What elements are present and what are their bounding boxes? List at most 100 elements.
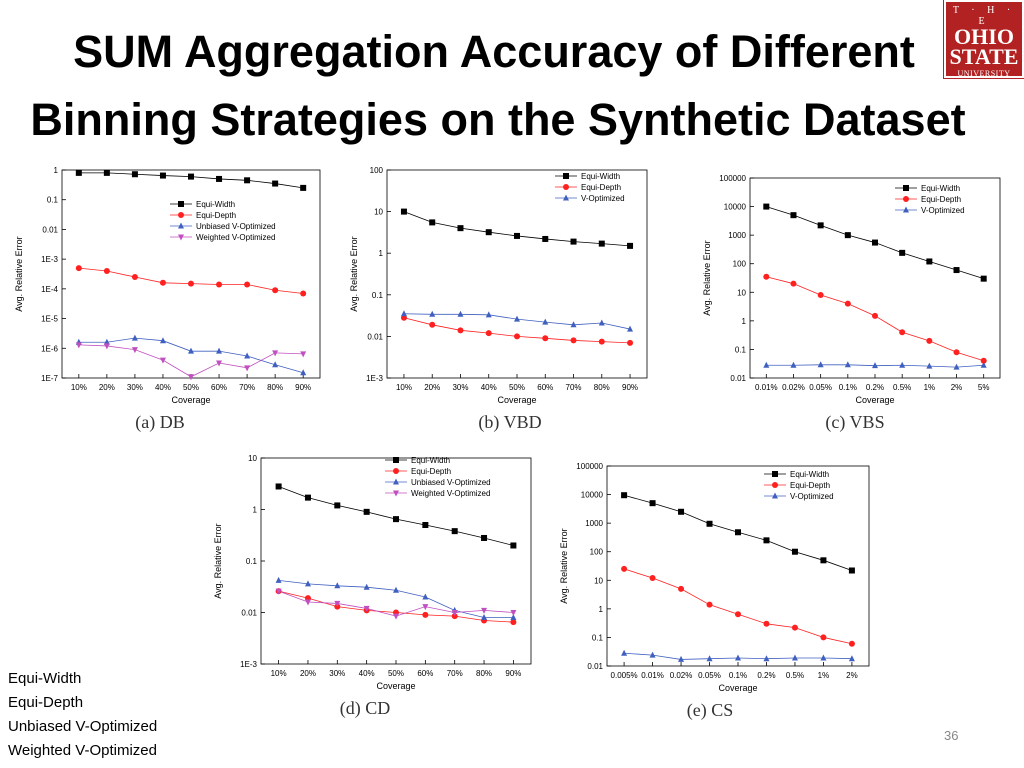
b-vbd-series-v-optimized-point [542, 318, 549, 325]
c-vbs-ytick-label: 0.1 [735, 345, 747, 354]
d-cd-xtick-label: 50% [388, 669, 404, 678]
a-db-ytick-label: 1 [54, 166, 59, 175]
a-db-series-unbiased-v-optimized-point [188, 347, 194, 354]
a-db-series-weighted-v-optimized-point [188, 374, 194, 381]
c-vbs-xtick-label: 0.5% [893, 383, 911, 392]
b-vbd-series-equi-width-point [400, 208, 407, 215]
chart-vbd: 1E-3 0.01 0.1 1 10 100 10% 20% 30% 40% 50% 60% 70% 80… [349, 166, 648, 433]
c-vbs-series-equi-width-point [926, 258, 933, 265]
d-cd-series-equi-width-point [481, 534, 488, 541]
a-db-xtick-label: 70% [239, 383, 255, 392]
a-db-series-unbiased-v-optimized-point [159, 337, 166, 344]
a-db-series-weighted-v-optimized-point [159, 357, 166, 364]
a-db-ytick-label: 1E-3 [41, 255, 58, 264]
d-cd-series-equi-depth-legend-label: Equi-Depth [411, 467, 451, 476]
b-vbd-series-equi-width-point [570, 238, 577, 245]
e-cs-series-equi-width-point [820, 557, 827, 564]
d-cd-series-weighted-v-optimized-point [451, 610, 458, 616]
b-vbd-series-equi-width-point [627, 242, 634, 249]
b-vbd-ylabel: Avg. Relative Error [349, 236, 359, 311]
e-cs-series-equi-width-point [791, 548, 798, 555]
e-cs-xtick-label: 1% [818, 671, 830, 680]
c-vbs-xtick-label: 0.2% [866, 383, 884, 392]
b-vbd-series-equi-depth-point [429, 321, 436, 328]
a-db-series-equi-width-point [216, 175, 223, 182]
a-db-xtick-label: 60% [211, 383, 227, 392]
e-cs-series-equi-width-point [735, 529, 741, 536]
d-cd-series-unbiased-v-optimized-point [275, 576, 282, 583]
c-vbs-series-v-optimized-point [980, 361, 987, 368]
e-cs-xtick-label: 0.005% [611, 671, 638, 680]
e-cs-ytick-label: 0.01 [587, 662, 603, 671]
a-db-ylabel: Avg. Relative Error [14, 236, 24, 311]
c-vbs-series-v-optimized-legend-label: V-Optimized [921, 206, 965, 215]
a-db-series-equi-depth-point [216, 281, 223, 288]
b-vbd-series-v-optimized-point [400, 310, 407, 317]
e-cs-series-v-optimized-legend-label: V-Optimized [790, 492, 834, 501]
c-vbs-series-equi-width-point [763, 203, 770, 210]
d-cd-series-unbiased-v-optimized-point [334, 582, 341, 589]
a-db-series-weighted-v-optimized-point [131, 347, 138, 354]
b-vbd-series-v-optimized-legend-marker [563, 194, 569, 201]
a-db-series-equi-width-point [75, 169, 82, 176]
b-vbd-series-equi-width-point [485, 229, 492, 236]
a-db-series-unbiased-v-optimized-point [272, 361, 279, 368]
e-cs-series-equi-depth-legend-marker [772, 482, 778, 488]
c-vbs-series-v-optimized-point [817, 361, 824, 368]
e-cs-series-equi-depth-point [678, 585, 685, 592]
c-vbs-xtick-label: 0.02% [782, 383, 805, 392]
b-vbd-series-equi-depth-legend-label: Equi-Depth [581, 183, 621, 192]
a-db-series-unbiased-v-optimized-legend-label: Unbiased V-Optimized [196, 222, 276, 231]
a-db-plot-frame [61, 169, 321, 379]
a-db-xlabel: Coverage [171, 395, 210, 405]
a-db-ytick-label: 0.1 [47, 196, 59, 205]
chart-cs: 0.01 0.1 1 10 100 1000 10000 100000 0.005% 0.01% 0… [559, 462, 870, 721]
a-db-xtick-label: 20% [99, 383, 115, 392]
e-cs-caption: (e) CS [687, 700, 734, 721]
a-db-ytick-label: 1E-4 [41, 285, 58, 294]
a-db-xtick-label: 40% [155, 383, 171, 392]
d-cd-series-equi-width-legend-marker [393, 457, 399, 463]
c-vbs-series-equi-depth-point [953, 349, 960, 356]
b-vbd-xtick-label: 80% [594, 383, 610, 392]
e-cs-ytick-label: 10000 [581, 491, 604, 500]
b-vbd-caption: (b) VBD [478, 412, 541, 433]
a-db-series-equi-depth-legend-label: Equi-Depth [196, 211, 236, 220]
e-cs-series-equi-depth-point [791, 624, 798, 631]
a-db-series-equi-width-point [103, 169, 110, 176]
b-vbd-xlabel: Coverage [497, 395, 536, 405]
a-db-xtick-label: 50% [183, 383, 199, 392]
c-vbs-series-equi-width-point [980, 275, 987, 282]
e-cs-ytick-label: 0.1 [592, 633, 604, 642]
a-db-ytick-label: 1E-6 [41, 344, 58, 353]
d-cd-series-weighted-v-optimized-legend-label: Weighted V-Optimized [411, 489, 490, 498]
d-cd-series-unbiased-v-optimized-point [304, 580, 311, 587]
e-cs-series-equi-width-point [706, 520, 713, 527]
d-cd-series-equi-width-point [510, 542, 517, 549]
b-vbd-series-equi-width-legend-marker [563, 173, 569, 179]
d-cd-series-equi-width-legend-label: Equi-Width [411, 456, 450, 465]
c-vbs-series-v-optimized-point [790, 361, 797, 368]
b-vbd-xtick-label: 90% [622, 383, 638, 392]
b-vbd-series-equi-width-point [542, 235, 549, 242]
c-vbs-series-v-optimized-point [872, 362, 878, 369]
d-cd-plot-frame [260, 457, 532, 665]
a-db-series-equi-depth-point [131, 274, 138, 281]
b-vbd-ytick-label: 1 [379, 249, 384, 258]
b-vbd-series-v-optimized-point [514, 315, 520, 322]
legend-weighted-v-optimized: Weighted V-Optimized [8, 742, 157, 759]
a-db-series-equi-depth-point [244, 281, 251, 288]
university-logo: T · H · E OHIO STATE UNIVERSITY [943, 0, 1024, 79]
c-vbs-series-equi-width-point [953, 267, 960, 274]
b-vbd-xtick-label: 70% [566, 383, 582, 392]
a-db-series-weighted-v-optimized-point [216, 360, 223, 367]
d-cd-xtick-label: 90% [505, 669, 521, 678]
b-vbd-series-equi-depth-point [514, 333, 520, 340]
a-db-series-equi-depth-point [103, 267, 110, 274]
b-vbd-xtick-label: 60% [537, 383, 553, 392]
d-cd-series-unbiased-v-optimized-legend-marker [393, 478, 399, 485]
e-cs-series-equi-depth-point [763, 620, 770, 627]
c-vbs-ytick-label: 0.01 [730, 374, 746, 383]
e-cs-ylabel: Avg. Relative Error [559, 528, 569, 603]
b-vbd-series-equi-depth-legend-marker [563, 184, 569, 190]
